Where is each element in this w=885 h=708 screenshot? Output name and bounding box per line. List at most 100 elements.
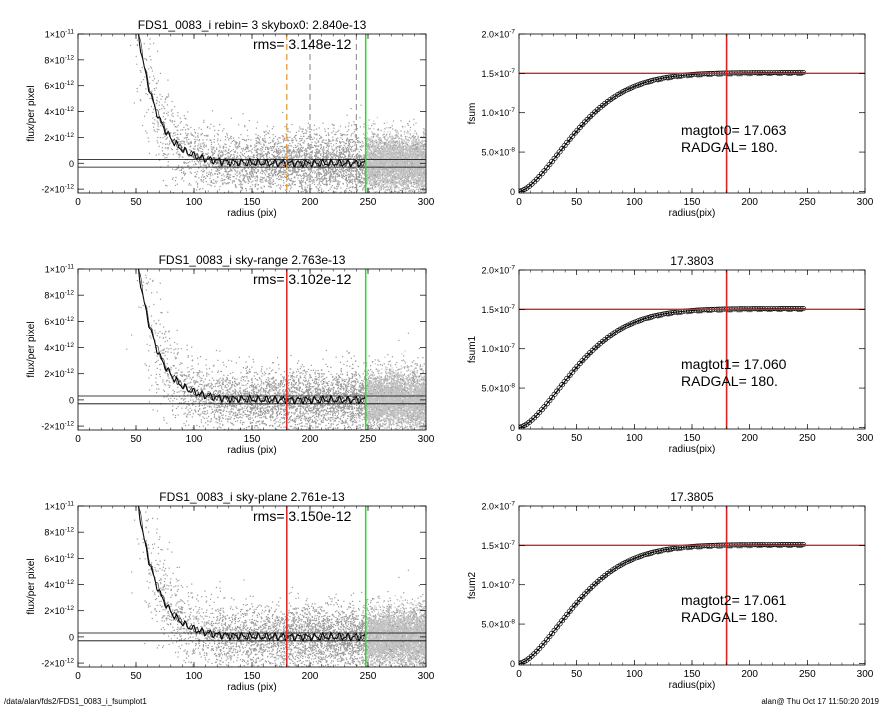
data-point [317,153,319,155]
data-point [421,167,423,170]
data-point [349,179,351,181]
data-point [378,153,380,155]
data-point [398,200,399,201]
data-point [306,174,308,176]
data-point [299,151,301,153]
data-point [214,157,216,159]
data-point [207,134,209,136]
data-point [301,130,304,133]
data-point [322,171,325,173]
data-point [350,173,353,175]
data-point [392,147,394,149]
data-point [186,136,188,138]
data-point [329,172,331,174]
data-point [356,158,358,160]
data-point [261,178,263,180]
data-point [414,130,416,132]
data-point [167,111,169,113]
data-point [394,153,396,155]
data-point [200,165,202,167]
data-point [387,153,390,155]
data-point [268,152,270,155]
data-point [301,139,303,142]
data-point [302,132,305,135]
data-point [203,176,206,178]
data-point [405,177,407,179]
data-point [396,147,398,149]
data-point [282,196,283,197]
data-point [263,186,265,188]
data-point [354,150,357,152]
data-point [347,169,349,171]
data-point [359,172,361,175]
data-point [273,144,276,146]
data-point [198,177,200,179]
data-point [325,139,327,141]
data-point [307,153,309,155]
data-point [348,142,351,145]
data-point [299,138,301,140]
data-point [344,156,346,158]
data-point [220,151,222,153]
data-point [284,154,286,156]
data-point [244,139,246,141]
data-point [323,175,325,177]
data-point [373,173,375,175]
data-point [241,170,243,173]
data-point [407,176,409,178]
data-point [324,168,326,170]
data-point [324,160,326,162]
data-point [341,152,343,155]
data-point [422,151,424,153]
data-point [279,145,281,148]
data-point [268,147,270,149]
data-point [246,146,248,148]
data-point [288,149,290,151]
data-point [418,172,420,175]
data-point [234,169,236,171]
data-point [172,112,174,114]
data-point [415,182,417,185]
data-point [336,162,338,164]
data-point [344,126,347,128]
data-point [386,150,388,152]
data-point [249,171,251,173]
data-point [263,164,266,166]
data-point [325,155,328,157]
data-point [357,156,359,158]
data-point [275,169,277,171]
data-point [255,172,257,174]
data-point [195,176,197,178]
data-point [401,188,404,190]
data-point [337,196,338,197]
data-point [289,150,291,152]
data-point [244,153,246,155]
data-point [318,196,319,197]
data-point [265,163,267,166]
data-point [163,112,165,114]
data-point [345,169,347,171]
data-point [335,148,337,150]
data-point [338,154,340,156]
data-point [324,157,326,159]
data-point [212,179,215,181]
data-point [356,189,359,191]
data-point [231,180,233,182]
data-point [305,149,307,151]
data-point [325,157,328,160]
data-point [242,175,244,177]
data-point [259,155,261,157]
data-point [252,176,254,178]
data-point [324,169,327,171]
data-point [234,163,236,165]
data-point [186,139,188,141]
data-point [200,147,202,150]
data-point [354,179,356,182]
data-point [221,179,224,182]
data-point [254,185,256,187]
data-point [294,168,296,170]
data-point [408,203,409,204]
data-point [264,169,266,172]
data-point [254,147,256,149]
data-point [351,195,352,196]
